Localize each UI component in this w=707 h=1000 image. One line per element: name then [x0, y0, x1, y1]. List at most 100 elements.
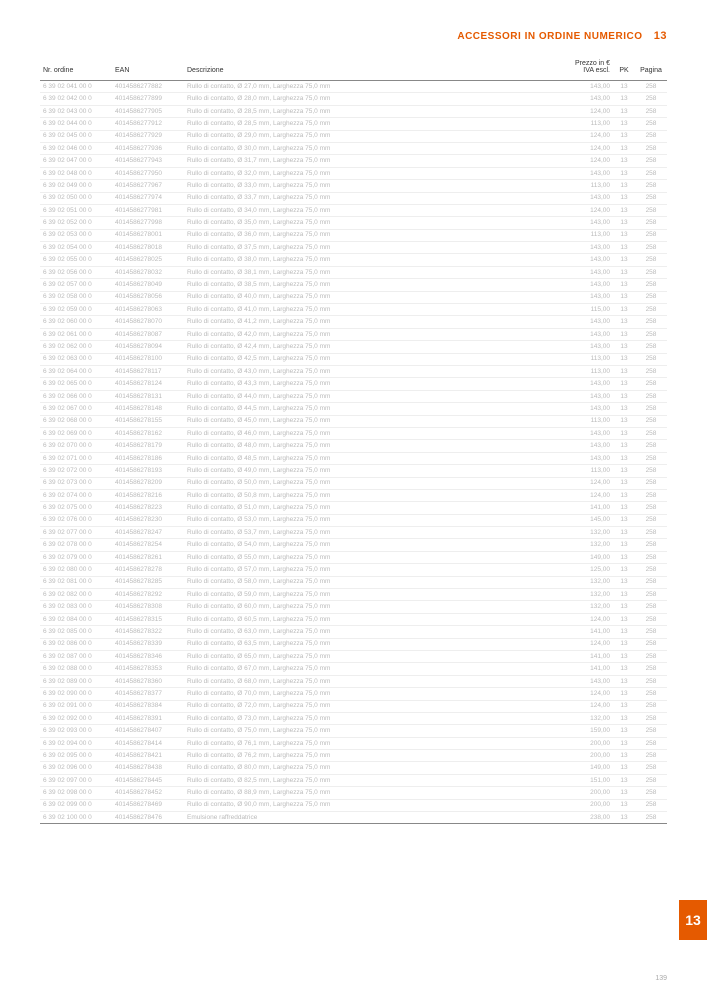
cell-desc: Rullo di contatto, Ø 53,7 mm, Larghezza …	[184, 527, 563, 539]
cell-pagina: 258	[635, 378, 667, 390]
cell-price: 132,00	[563, 527, 613, 539]
cell-nr: 6 39 02 048 00 0	[40, 167, 112, 179]
cell-pagina: 258	[635, 564, 667, 576]
cell-desc: Rullo di contatto, Ø 42,0 mm, Larghezza …	[184, 328, 563, 340]
cell-pk: 13	[613, 465, 635, 477]
cell-desc: Rullo di contatto, Ø 58,0 mm, Larghezza …	[184, 576, 563, 588]
cell-nr: 6 39 02 099 00 0	[40, 799, 112, 811]
cell-ean: 4014586277967	[112, 180, 184, 192]
cell-price: 143,00	[563, 316, 613, 328]
cell-nr: 6 39 02 075 00 0	[40, 502, 112, 514]
cell-ean: 4014586278308	[112, 601, 184, 613]
cell-desc: Rullo di contatto, Ø 41,0 mm, Larghezza …	[184, 304, 563, 316]
table-row: 6 39 02 070 00 04014586278179Rullo di co…	[40, 440, 667, 452]
cell-nr: 6 39 02 087 00 0	[40, 650, 112, 662]
cell-nr: 6 39 02 064 00 0	[40, 365, 112, 377]
cell-price: 124,00	[563, 489, 613, 501]
cell-ean: 4014586278445	[112, 774, 184, 786]
cell-desc: Rullo di contatto, Ø 34,0 mm, Larghezza …	[184, 204, 563, 216]
table-row: 6 39 02 079 00 04014586278261Rullo di co…	[40, 551, 667, 563]
table-row: 6 39 02 095 00 04014586278421Rullo di co…	[40, 750, 667, 762]
table-row: 6 39 02 043 00 04014586277905Rullo di co…	[40, 105, 667, 117]
table-row: 6 39 02 089 00 04014586278360Rullo di co…	[40, 675, 667, 687]
cell-nr: 6 39 02 068 00 0	[40, 415, 112, 427]
cell-desc: Rullo di contatto, Ø 54,0 mm, Larghezza …	[184, 539, 563, 551]
cell-desc: Rullo di contatto, Ø 50,0 mm, Larghezza …	[184, 477, 563, 489]
cell-nr: 6 39 02 066 00 0	[40, 390, 112, 402]
cell-pk: 13	[613, 279, 635, 291]
cell-desc: Rullo di contatto, Ø 33,7 mm, Larghezza …	[184, 192, 563, 204]
cell-nr: 6 39 02 057 00 0	[40, 279, 112, 291]
cell-price: 124,00	[563, 688, 613, 700]
cell-price: 113,00	[563, 415, 613, 427]
page: ACCESSORI IN ORDINE NUMERICO 13 Nr. ordi…	[0, 0, 707, 1000]
table-row: 6 39 02 082 00 04014586278292Rullo di co…	[40, 589, 667, 601]
table-row: 6 39 02 065 00 04014586278124Rullo di co…	[40, 378, 667, 390]
cell-pk: 13	[613, 378, 635, 390]
cell-desc: Rullo di contatto, Ø 31,7 mm, Larghezza …	[184, 155, 563, 167]
cell-desc: Rullo di contatto, Ø 59,0 mm, Larghezza …	[184, 589, 563, 601]
cell-price: 113,00	[563, 118, 613, 130]
cell-pk: 13	[613, 415, 635, 427]
table-row: 6 39 02 048 00 04014586277950Rullo di co…	[40, 167, 667, 179]
cell-desc: Rullo di contatto, Ø 60,5 mm, Larghezza …	[184, 613, 563, 625]
table-row: 6 39 02 055 00 04014586278025Rullo di co…	[40, 254, 667, 266]
cell-nr: 6 39 02 043 00 0	[40, 105, 112, 117]
table-row: 6 39 02 064 00 04014586278117Rullo di co…	[40, 365, 667, 377]
cell-price: 143,00	[563, 452, 613, 464]
cell-ean: 4014586278216	[112, 489, 184, 501]
cell-ean: 4014586278230	[112, 514, 184, 526]
cell-price: 143,00	[563, 291, 613, 303]
cell-pagina: 258	[635, 551, 667, 563]
cell-ean: 4014586278131	[112, 390, 184, 402]
cell-nr: 6 39 02 090 00 0	[40, 688, 112, 700]
cell-ean: 4014586278247	[112, 527, 184, 539]
cell-pagina: 258	[635, 427, 667, 439]
cell-pagina: 258	[635, 105, 667, 117]
cell-desc: Rullo di contatto, Ø 53,0 mm, Larghezza …	[184, 514, 563, 526]
cell-desc: Rullo di contatto, Ø 42,5 mm, Larghezza …	[184, 353, 563, 365]
cell-pk: 13	[613, 440, 635, 452]
cell-ean: 4014586278018	[112, 242, 184, 254]
cell-desc: Rullo di contatto, Ø 60,0 mm, Larghezza …	[184, 601, 563, 613]
cell-desc: Rullo di contatto, Ø 76,1 mm, Larghezza …	[184, 737, 563, 749]
cell-desc: Rullo di contatto, Ø 28,5 mm, Larghezza …	[184, 105, 563, 117]
cell-pagina: 258	[635, 266, 667, 278]
cell-desc: Rullo di contatto, Ø 72,0 mm, Larghezza …	[184, 700, 563, 712]
cell-ean: 4014586278094	[112, 341, 184, 353]
cell-pk: 13	[613, 688, 635, 700]
cell-desc: Rullo di contatto, Ø 41,2 mm, Larghezza …	[184, 316, 563, 328]
cell-pk: 13	[613, 328, 635, 340]
cell-ean: 4014586278001	[112, 229, 184, 241]
cell-price: 143,00	[563, 328, 613, 340]
cell-pk: 13	[613, 613, 635, 625]
cell-pagina: 258	[635, 477, 667, 489]
table-row: 6 39 02 058 00 04014586278056Rullo di co…	[40, 291, 667, 303]
cell-desc: Rullo di contatto, Ø 68,0 mm, Larghezza …	[184, 675, 563, 687]
cell-price: 143,00	[563, 217, 613, 229]
cell-pk: 13	[613, 93, 635, 105]
cell-price: 132,00	[563, 601, 613, 613]
cell-desc: Rullo di contatto, Ø 63,0 mm, Larghezza …	[184, 626, 563, 638]
cell-pagina: 258	[635, 762, 667, 774]
cell-pk: 13	[613, 229, 635, 241]
cell-desc: Rullo di contatto, Ø 57,0 mm, Larghezza …	[184, 564, 563, 576]
cell-pk: 13	[613, 737, 635, 749]
cell-desc: Rullo di contatto, Ø 38,0 mm, Larghezza …	[184, 254, 563, 266]
cell-pagina: 258	[635, 118, 667, 130]
cell-pagina: 258	[635, 799, 667, 811]
cell-nr: 6 39 02 079 00 0	[40, 551, 112, 563]
cell-pk: 13	[613, 675, 635, 687]
cell-pagina: 258	[635, 725, 667, 737]
cell-pagina: 258	[635, 353, 667, 365]
table-row: 6 39 02 099 00 04014586278469Rullo di co…	[40, 799, 667, 811]
footer-page-number: 139	[655, 975, 667, 982]
cell-pagina: 258	[635, 712, 667, 724]
cell-pagina: 258	[635, 217, 667, 229]
cell-price: 200,00	[563, 799, 613, 811]
cell-pagina: 258	[635, 589, 667, 601]
table-row: 6 39 02 093 00 04014586278407Rullo di co…	[40, 725, 667, 737]
cell-price: 132,00	[563, 539, 613, 551]
cell-ean: 4014586278421	[112, 750, 184, 762]
cell-price: 113,00	[563, 365, 613, 377]
